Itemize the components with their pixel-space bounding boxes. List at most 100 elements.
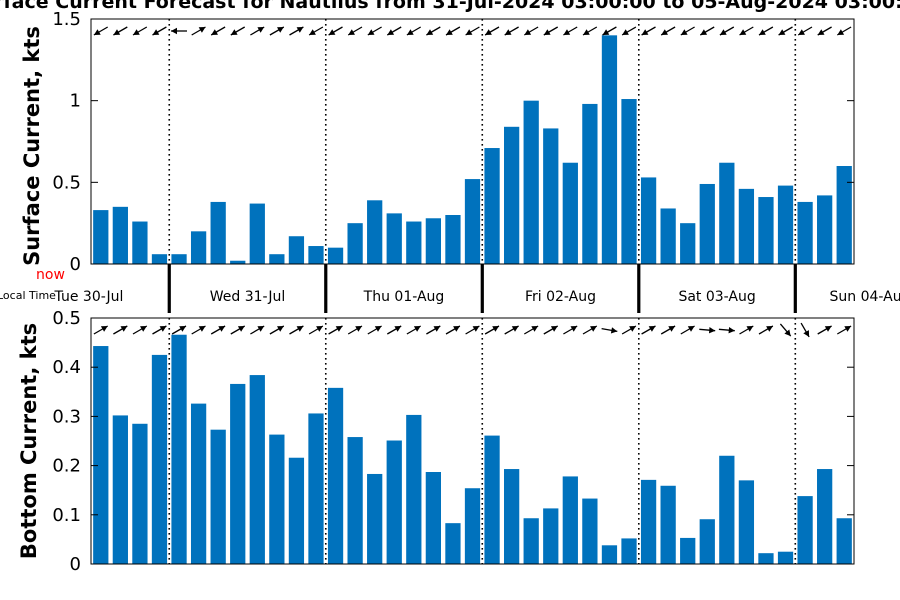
bottom-bar — [93, 346, 109, 564]
day-label: Thu 01-Aug — [363, 289, 445, 305]
surface-direction-arrow — [132, 26, 148, 36]
surface-bar — [93, 210, 109, 264]
bottom-y-tick-label: 0.1 — [52, 505, 81, 526]
surface-direction-arrow — [797, 26, 813, 36]
bottom-bar — [758, 553, 774, 564]
now-marker-label: now — [36, 267, 65, 283]
surface-direction-arrow — [152, 26, 167, 36]
bottom-direction-arrow — [739, 325, 754, 335]
bottom-direction-arrow — [250, 325, 265, 335]
bottom-bar — [210, 429, 226, 564]
surface-direction-arrow — [269, 26, 285, 36]
day-label: Wed 31-Jul — [210, 289, 286, 305]
surface-direction-arrow — [445, 26, 461, 36]
surface-direction-arrow — [465, 26, 480, 36]
bottom-direction-arrow — [563, 325, 578, 335]
surface-direction-arrow — [484, 26, 500, 36]
bottom-direction-arrow — [582, 325, 598, 335]
bottom-direction-arrow — [426, 325, 441, 335]
day-label: Fri 02-Aug — [525, 289, 596, 305]
bottom-bar — [112, 415, 128, 564]
surface-bar — [504, 126, 520, 264]
surface-bar — [601, 35, 618, 264]
day-divider — [637, 264, 641, 313]
bottom-bar — [327, 387, 344, 564]
bottom-direction-arrow — [660, 325, 676, 335]
chart-title: Surface Current Forecast for Nautilus fr… — [0, 0, 900, 13]
bottom-direction-arrow — [347, 325, 363, 335]
surface-y-tick-label: 0.5 — [52, 172, 81, 193]
bottom-direction-arrow — [152, 325, 167, 335]
bottom-y-tick-label: 0.4 — [52, 357, 81, 378]
day-label: Sun 04-Aug — [830, 289, 900, 305]
surface-direction-arrow — [641, 26, 656, 36]
bottom-direction-arrow — [113, 325, 128, 335]
bottom-direction-arrow — [93, 325, 109, 335]
surface-bar — [210, 201, 226, 264]
day-label: Tue 30-Jul — [54, 289, 124, 305]
bottom-bar — [230, 383, 246, 564]
surface-bar — [777, 185, 794, 264]
surface-bar — [327, 247, 344, 264]
surface-bar — [132, 221, 148, 264]
surface-bar — [190, 231, 207, 264]
bottom-direction-arrow — [328, 325, 343, 335]
bottom-y-tick-label: 0.5 — [52, 308, 81, 329]
surface-bar — [758, 197, 774, 264]
bottom-bar — [719, 455, 735, 564]
surface-direction-arrow — [680, 26, 695, 36]
surface-direction-arrow — [739, 26, 754, 36]
bottom-bar — [621, 538, 637, 564]
surface-bar — [817, 195, 833, 264]
surface-direction-arrow — [758, 26, 774, 36]
bottom-bar — [504, 469, 520, 564]
surface-direction-arrow — [308, 26, 324, 36]
surface-bar — [230, 260, 246, 264]
bottom-y-axis-label: Bottom Current, kts — [17, 323, 41, 559]
bottom-bar — [367, 473, 383, 564]
bottom-direction-arrow — [817, 325, 832, 335]
surface-direction-arrow — [582, 26, 598, 36]
surface-bar — [406, 221, 422, 264]
bottom-direction-arrow — [171, 325, 187, 335]
bottom-direction-arrow — [210, 325, 226, 335]
surface-bar — [797, 201, 813, 264]
surface-bar — [445, 215, 461, 264]
bottom-current-panel: 0 0.1 0.2 0.3 0.4 0.5 — [52, 308, 855, 575]
surface-direction-arrow — [230, 26, 246, 36]
surface-direction-arrow — [171, 27, 187, 35]
bottom-direction-arrow — [779, 323, 792, 337]
surface-bar — [719, 162, 735, 264]
bottom-bar — [523, 518, 539, 564]
surface-y-tick-label: 1 — [70, 91, 81, 112]
surface-bar — [543, 128, 559, 264]
surface-y-tick-label: 0 — [70, 254, 81, 275]
surface-bar — [269, 254, 285, 264]
surface-bar — [112, 206, 128, 264]
surface-bar — [699, 183, 715, 264]
bottom-direction-arrow — [601, 327, 618, 334]
surface-y-axis-label: Surface Current, kts — [20, 26, 44, 266]
bottom-direction-arrow — [289, 325, 304, 335]
surface-direction-arrow — [660, 26, 676, 36]
bottom-direction-arrow — [367, 325, 382, 335]
bottom-bar — [406, 414, 422, 564]
bottom-bar — [445, 523, 461, 564]
bottom-direction-arrow — [504, 325, 519, 335]
surface-bar — [288, 236, 305, 264]
bottom-bar — [777, 551, 794, 564]
bottom-bar — [190, 403, 207, 564]
surface-bar — [621, 99, 637, 264]
day-label: Sat 03-Aug — [678, 289, 755, 305]
bottom-bar — [680, 537, 696, 564]
bottom-bar — [484, 435, 500, 564]
surface-bar — [171, 254, 187, 264]
surface-direction-arrow — [504, 26, 519, 36]
local-time-label: Local Time — [0, 289, 56, 302]
bottom-direction-arrow — [445, 325, 461, 335]
bottom-direction-arrow — [680, 325, 695, 335]
surface-direction-arrow — [426, 26, 441, 36]
day-divider — [480, 264, 484, 313]
surface-direction-arrow — [347, 26, 363, 36]
